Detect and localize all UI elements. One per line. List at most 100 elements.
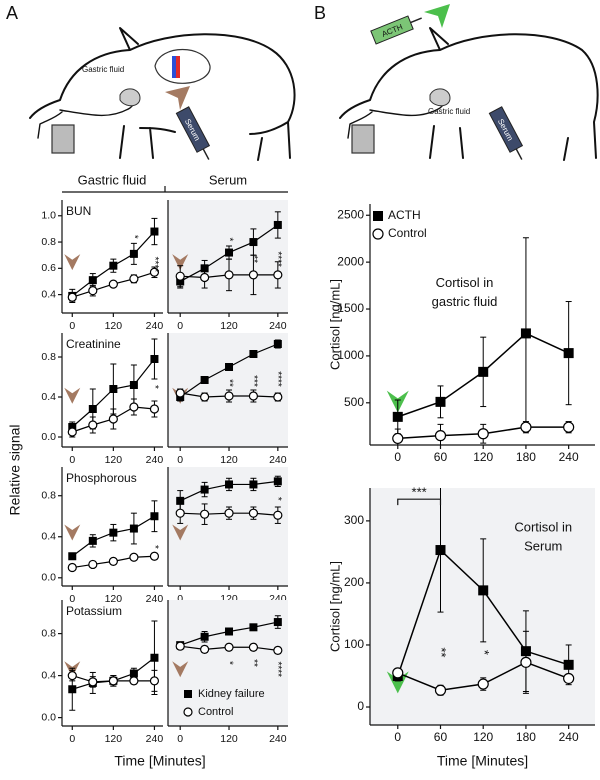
x-tick-label: 60 (434, 730, 448, 744)
significance: * (223, 237, 234, 241)
significance: *** (412, 485, 427, 500)
x-tick-label: 180 (516, 450, 536, 464)
marker (273, 510, 283, 520)
chart: 0.0 0.4 0.8 0 120 240 Creatinine * (41, 333, 163, 466)
legend-label: Control (388, 226, 427, 240)
marker (200, 632, 209, 641)
arrowhead (165, 86, 190, 110)
beaker (51, 124, 75, 154)
chart: 0 120 240** *** **** (167, 333, 288, 466)
y-tick-label: 1500 (337, 301, 364, 315)
syringe (175, 106, 211, 153)
marker (88, 420, 98, 430)
marker (273, 220, 282, 229)
marker (129, 676, 139, 686)
marker (225, 627, 234, 636)
marker (67, 562, 77, 573)
significance: * (149, 545, 160, 549)
legend-label: Control (198, 706, 233, 718)
arrowhead (172, 524, 189, 541)
marker (150, 355, 159, 363)
legend-marker (372, 228, 384, 240)
marker (273, 340, 282, 348)
marker (67, 427, 77, 437)
marker (392, 411, 403, 422)
marker (109, 528, 118, 537)
marker (108, 279, 118, 289)
x-tick-label: 0 (69, 454, 75, 466)
y-tick-label: 100 (344, 637, 364, 651)
y-tick-label: 0.8 (41, 236, 56, 248)
chart-title: Phosphorous (66, 471, 137, 485)
x-axis-label: Time [Minutes] (437, 753, 528, 769)
marker (129, 381, 138, 389)
marker (225, 480, 234, 489)
marker (150, 653, 159, 662)
x-tick-label: 240 (146, 454, 164, 466)
significance: * (477, 650, 492, 655)
x-tick-label: 240 (269, 320, 287, 332)
chart-title: Potassium (66, 604, 122, 618)
x-tick-label: 0 (394, 450, 401, 464)
marker (435, 545, 446, 556)
column-header: Gastric fluid (78, 172, 147, 187)
marker (88, 405, 97, 413)
marker (477, 428, 489, 440)
marker (150, 512, 159, 521)
marker (149, 267, 160, 277)
y-tick-label: 0.4 (41, 531, 56, 543)
marker (392, 667, 404, 679)
column-header: Serum (209, 172, 247, 187)
marker (273, 618, 282, 627)
y-tick-label: 1.0 (41, 210, 56, 222)
y-tick-label: 1000 (337, 348, 364, 362)
marker (88, 536, 97, 545)
y-tick-label: 0.6 (41, 262, 56, 274)
marker (248, 270, 259, 280)
x-tick-label: 0 (394, 730, 401, 744)
annotation: gastric fluid (432, 294, 498, 309)
x-tick-label: 180 (516, 730, 536, 744)
x-tick-label: 0 (69, 733, 75, 745)
marker (150, 227, 159, 236)
significance: ** (223, 379, 234, 387)
panel-label: B (314, 3, 326, 23)
significance: ** (434, 647, 449, 657)
chart: 0 120 240* (167, 467, 288, 605)
x-tick-label: 240 (559, 730, 579, 744)
y-tick-label: 2500 (337, 207, 364, 221)
marker (176, 277, 185, 286)
marker (68, 423, 77, 431)
marker (273, 477, 282, 486)
marker (129, 524, 138, 533)
legend-marker (184, 690, 192, 698)
y-tick-label: 0 (357, 699, 364, 713)
x-tick-label: 0 (69, 320, 75, 332)
arrowhead (172, 254, 189, 271)
x-tick-label: 0 (177, 454, 183, 466)
marker (175, 271, 185, 281)
marker (563, 348, 574, 359)
marker (88, 559, 98, 570)
marker (520, 656, 532, 668)
illustration-label: Gastric fluid (82, 65, 124, 74)
legend-marker (183, 707, 193, 717)
marker (200, 644, 210, 654)
y-tick-label: 500 (344, 395, 364, 409)
annotation: Cortisol in (514, 520, 572, 535)
arrowhead (64, 254, 81, 271)
marker (249, 480, 258, 489)
stomach (429, 88, 451, 107)
x-tick-label: 120 (105, 454, 123, 466)
y-tick-label: 0.0 (41, 711, 56, 723)
significance: * (128, 235, 139, 239)
marker (68, 685, 77, 694)
arrowhead (386, 671, 409, 694)
significance: **** (272, 371, 283, 387)
marker (249, 623, 258, 632)
marker (108, 676, 118, 686)
marker (88, 677, 98, 687)
annotation: Serum (524, 539, 562, 554)
